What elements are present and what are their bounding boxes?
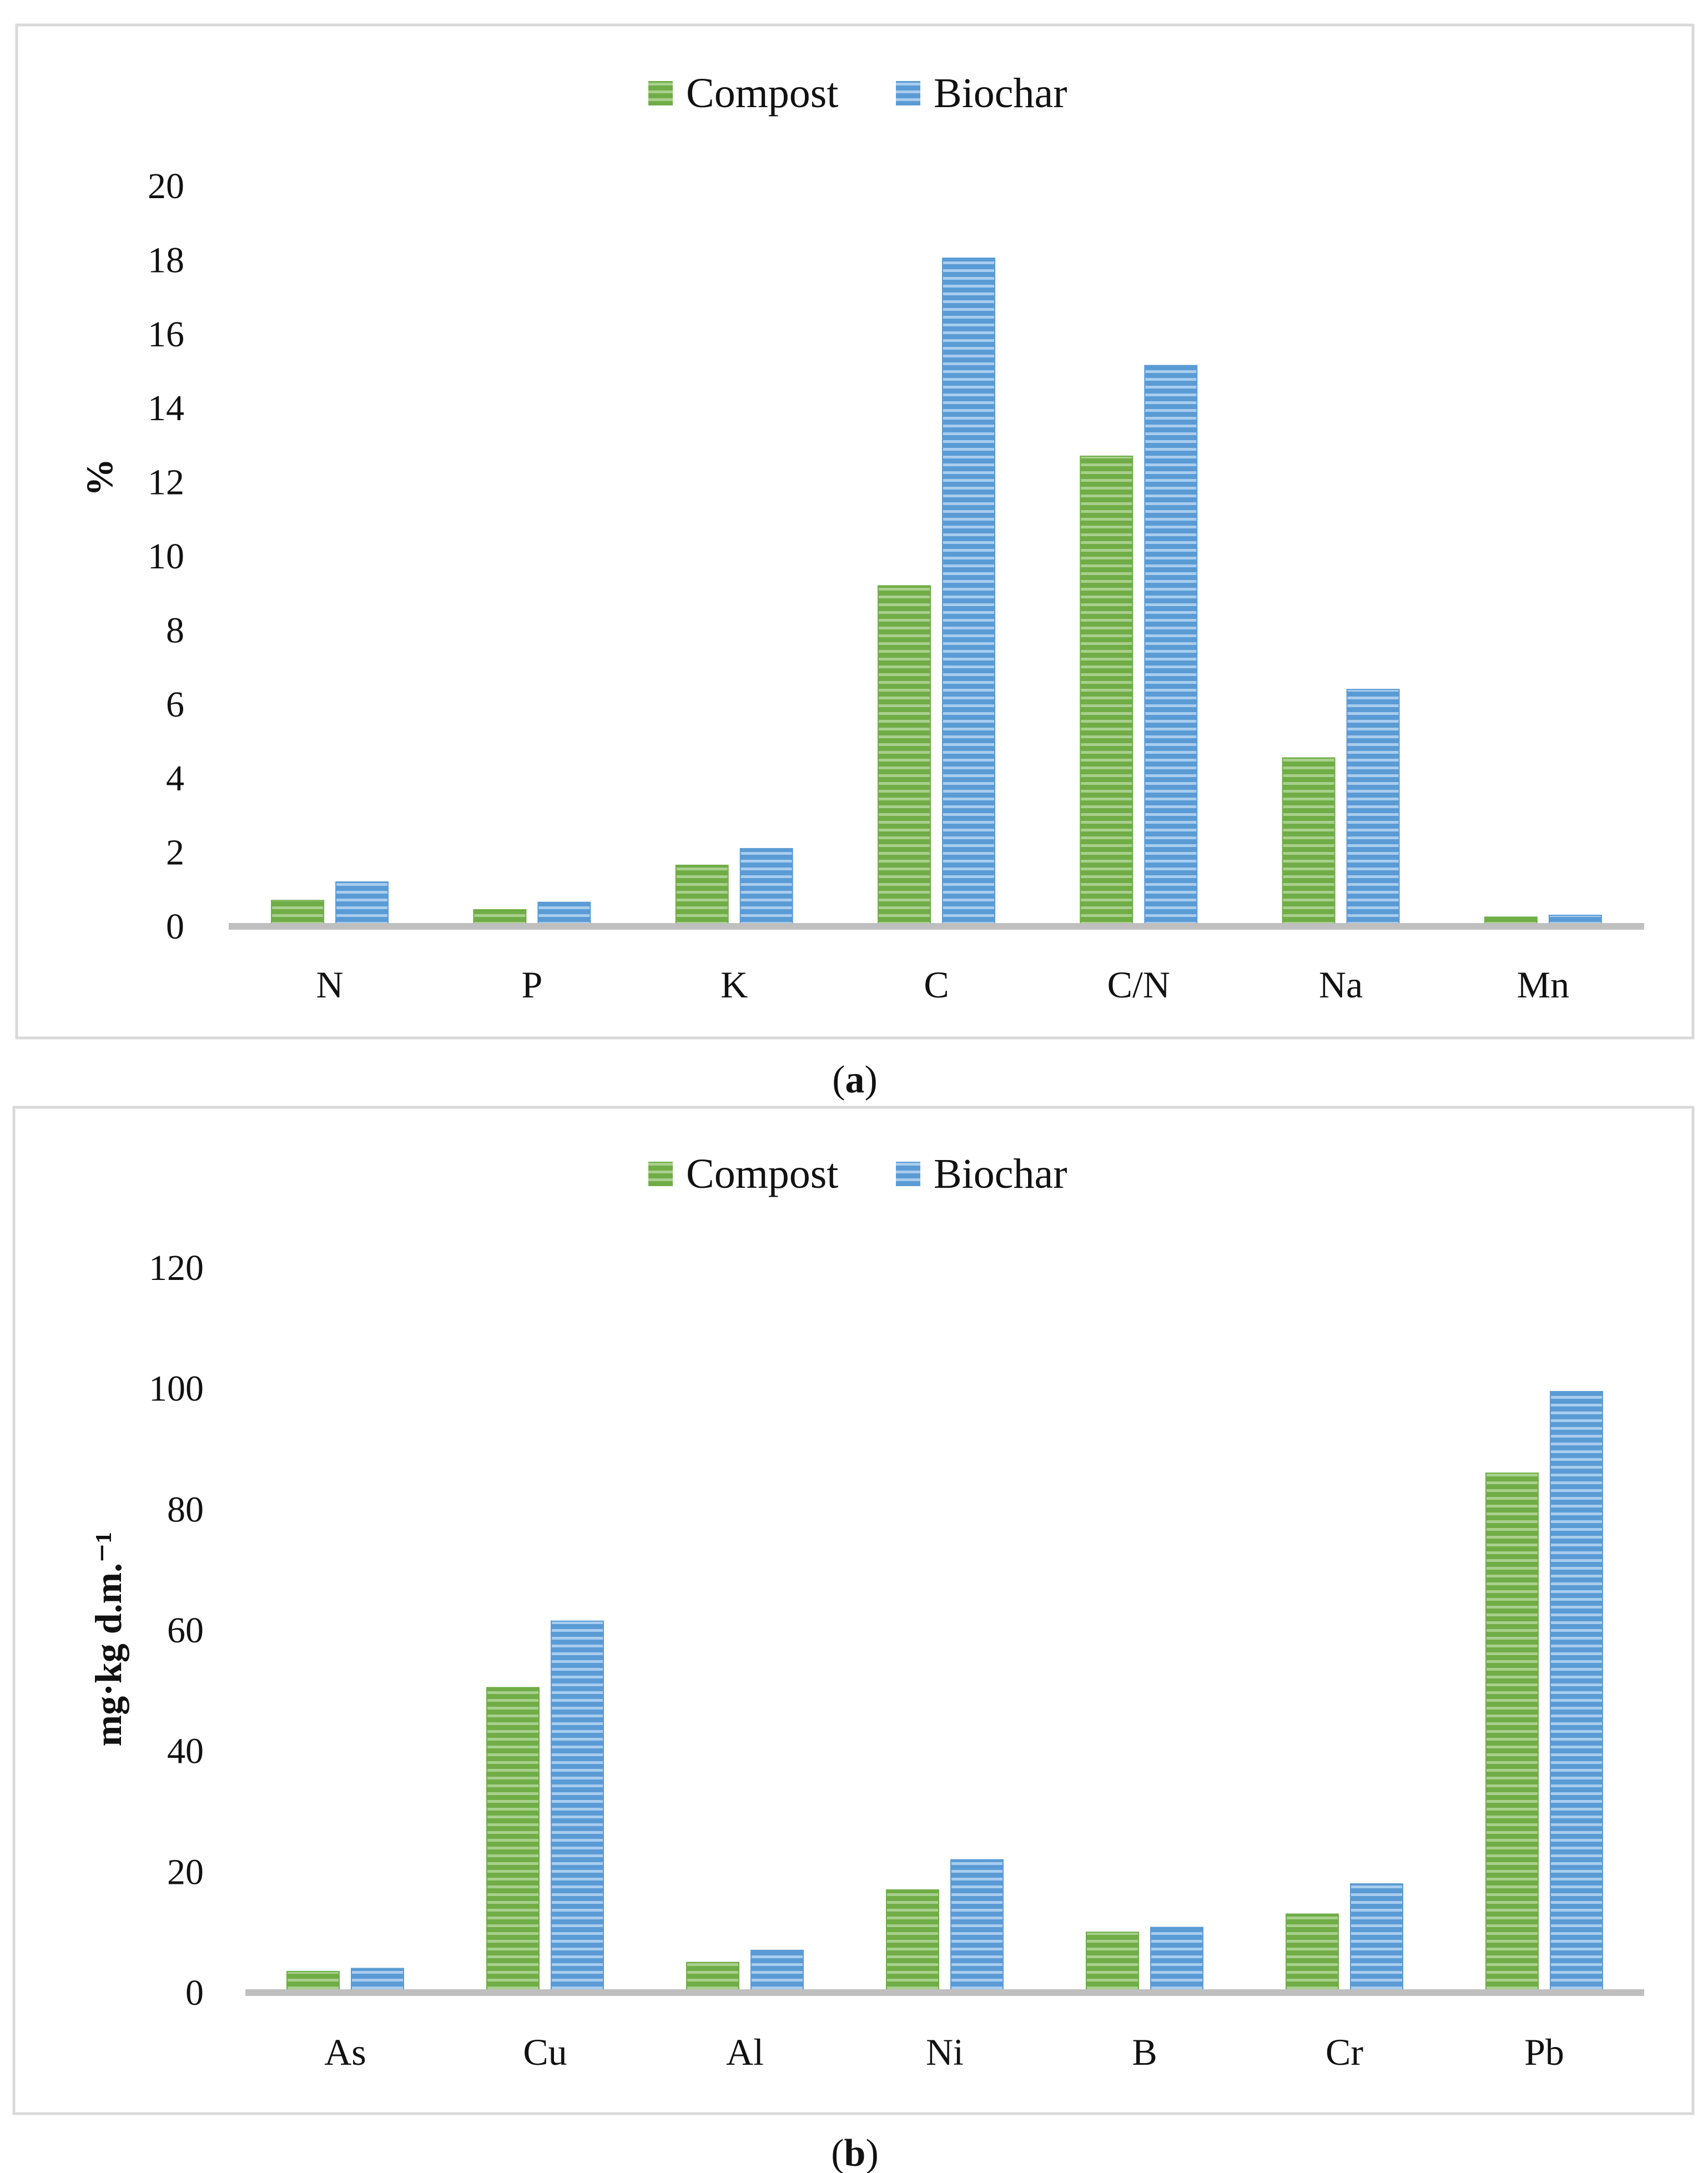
category-label: Ni [926, 2031, 964, 2073]
caption-b: (b) [831, 2132, 879, 2173]
legend-label-biochar-a: Biochar [934, 70, 1067, 117]
category-label: Cu [523, 2031, 567, 2073]
bar-biochar-as [351, 1969, 404, 1993]
bar-biochar-cu [551, 1621, 603, 1993]
bar-biochar-b [1151, 1928, 1203, 1993]
bar-biochar-n [336, 882, 388, 926]
legend-swatch-compost-a [648, 81, 673, 105]
chart-frame-a [17, 25, 1693, 1038]
caption-a: (a) [832, 1058, 878, 1101]
legend-swatch-compost-b [648, 1162, 673, 1186]
y-tick-label: 100 [149, 1369, 204, 1409]
y-tick-label: 4 [166, 758, 184, 799]
chart-frame-b [14, 1107, 1693, 2114]
y-tick-label: 18 [148, 240, 184, 280]
legend-label-compost-a: Compost [686, 70, 839, 117]
y-tick-label: 2 [166, 833, 184, 873]
bar-compost-ni [886, 1890, 939, 1993]
bar-compost-cr [1286, 1914, 1338, 1993]
bar-biochar-c-n [1145, 366, 1197, 927]
bar-biochar-c [943, 258, 995, 926]
category-label: K [721, 964, 748, 1006]
bar-compost-c-n [1080, 456, 1132, 926]
bar-compost-k [676, 865, 728, 926]
bar-biochar-na [1347, 689, 1399, 926]
y-tick-label: 8 [166, 610, 184, 651]
bar-compost-al [687, 1963, 739, 1993]
legend-swatch-biochar-a [896, 81, 920, 105]
category-label: C [924, 964, 949, 1006]
bar-biochar-al [751, 1950, 803, 1993]
y-tick-label: 80 [167, 1489, 204, 1530]
y-axis-label-a: % [78, 458, 120, 496]
category-label: Al [726, 2031, 764, 2073]
bar-compost-c [878, 586, 930, 926]
category-label: Cr [1326, 2031, 1363, 2073]
legend-label-biochar-b: Biochar [934, 1151, 1067, 1197]
category-label: P [521, 964, 542, 1006]
category-label: N [316, 964, 344, 1006]
bar-compost-n [271, 900, 324, 926]
chart-panel-b: Compost Biochar mg·kg d.m.⁻¹ 0 20 40 60 80 10… [14, 1107, 1693, 2114]
y-tick-label: 0 [185, 1973, 204, 2013]
y-tick-label: 10 [148, 536, 184, 577]
bar-biochar-pb [1550, 1391, 1603, 1993]
y-tick-label: 12 [148, 462, 184, 503]
y-tick-label: 6 [166, 684, 184, 725]
y-axis-label-b: mg·kg d.m.⁻¹ [87, 1532, 129, 1747]
category-label: As [324, 2031, 366, 2073]
bar-biochar-k [740, 849, 793, 926]
category-label: B [1132, 2031, 1157, 2073]
bar-compost-na [1283, 758, 1335, 927]
y-tick-label: 0 [166, 906, 184, 947]
y-tick-label: 60 [167, 1610, 204, 1651]
category-label: Na [1319, 964, 1363, 1006]
legend-swatch-biochar-b [896, 1162, 920, 1186]
bar-compost-b [1086, 1932, 1138, 1993]
bar-compost-cu [487, 1687, 539, 1993]
y-tick-label: 120 [149, 1248, 204, 1288]
chart-panel-a: Compost Biochar % 0 2 4 6 8 10 12 14 16 18 20 N P K C… [17, 25, 1693, 1038]
y-tick-label: 20 [167, 1852, 204, 1892]
category-label: Pb [1524, 2031, 1564, 2073]
y-tick-label: 14 [148, 388, 184, 428]
figure: Compost Biochar % 0 2 4 6 8 10 12 14 16 18 20 N P K C… [0, 0, 1708, 2173]
legend-label-compost-b: Compost [686, 1151, 839, 1197]
y-tick-label: 16 [148, 314, 184, 355]
category-label: Mn [1517, 964, 1569, 1006]
bar-biochar-ni [951, 1860, 1003, 1993]
y-tick-label: 40 [167, 1731, 204, 1772]
bar-biochar-p [538, 903, 590, 926]
y-tick-label: 20 [148, 166, 184, 206]
category-label: C/N [1107, 964, 1170, 1006]
bar-biochar-cr [1351, 1884, 1403, 1993]
bar-compost-pb [1486, 1473, 1538, 1993]
